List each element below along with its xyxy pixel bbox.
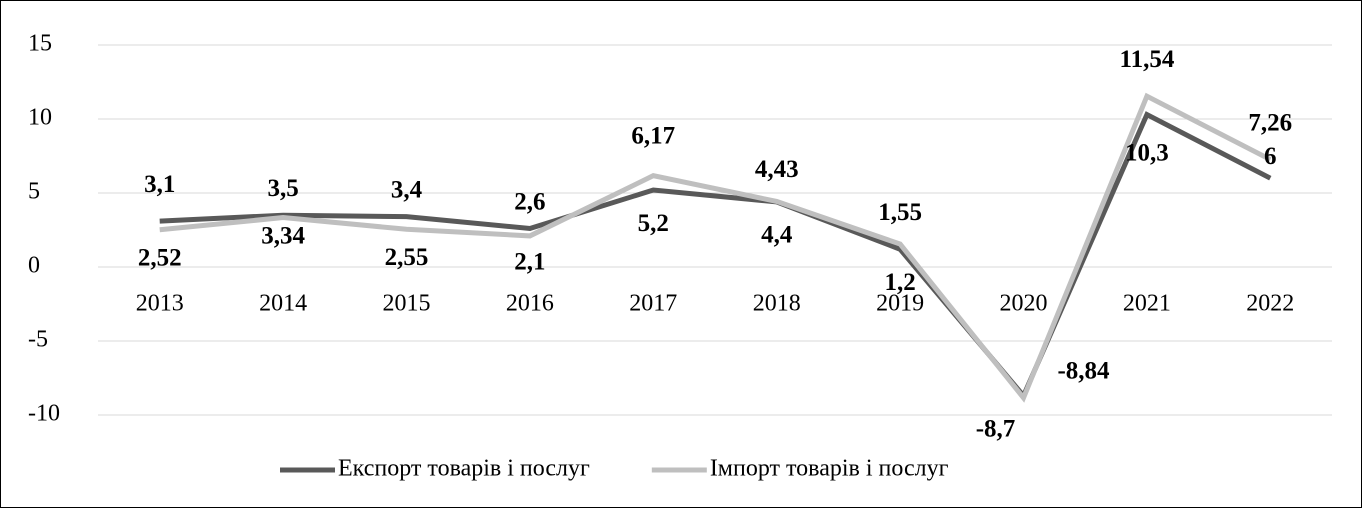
line-series [159, 111, 1272, 401]
data-label: 11,54 [1119, 46, 1174, 73]
data-label: 4,4 [761, 222, 793, 249]
x-tick-label: 2015 [383, 291, 431, 317]
data-label: 6 [1264, 143, 1277, 170]
data-label: -8,84 [1057, 358, 1110, 385]
y-tick-label: 10 [28, 105, 52, 131]
data-label: 4,43 [755, 156, 799, 183]
x-tick-label: 2016 [506, 291, 554, 317]
x-tick-label: 2022 [1246, 291, 1294, 317]
legend-label: Експорт товарів і послуг [338, 456, 590, 482]
data-label: 3,4 [391, 176, 423, 203]
y-tick-label: 0 [28, 253, 40, 279]
data-label: 3,5 [267, 175, 298, 202]
data-label: 6,17 [631, 122, 675, 149]
x-tick-label: 2020 [1000, 291, 1048, 317]
data-label: 5,2 [638, 210, 669, 237]
data-label: -8,7 [976, 415, 1016, 442]
x-tick-label: 2014 [259, 291, 307, 317]
y-tick-label: -5 [28, 327, 48, 353]
x-tick-label: 2013 [136, 291, 184, 317]
x-tick-label: 2021 [1123, 291, 1171, 317]
data-label: 2,1 [514, 249, 545, 276]
y-tick-label: -10 [28, 401, 60, 427]
data-label: 10,3 [1125, 139, 1169, 166]
data-label: 7,26 [1248, 109, 1292, 136]
data-label: 3,1 [144, 171, 175, 198]
data-label: 3,34 [261, 222, 305, 249]
x-tick-label: 2017 [629, 291, 677, 317]
data-label: 2,55 [385, 244, 429, 271]
x-tick-label: 2018 [753, 291, 801, 317]
x-tick-label: 2019 [876, 291, 924, 317]
y-tick-label: 15 [28, 31, 52, 57]
line-series [159, 92, 1272, 403]
y-tick-label: 5 [28, 179, 40, 205]
data-label: 2,6 [514, 188, 545, 215]
legend-label: Імпорт товарів і послуг [710, 456, 949, 482]
data-label: 1,2 [884, 269, 915, 296]
data-label: 1,55 [878, 199, 922, 226]
data-label: 2,52 [138, 244, 182, 271]
